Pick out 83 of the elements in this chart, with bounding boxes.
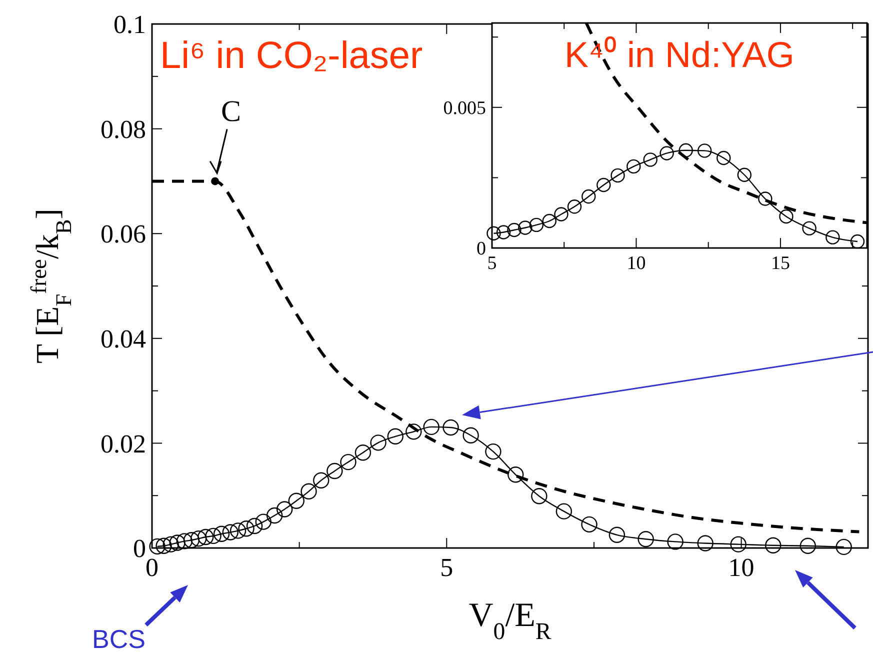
point <box>183 532 200 548</box>
point <box>213 526 230 542</box>
point <box>266 507 283 524</box>
x-tick-label: 5 <box>440 553 454 582</box>
point <box>313 472 330 489</box>
point <box>730 536 746 552</box>
point <box>826 230 840 244</box>
point <box>610 168 625 183</box>
point <box>716 150 731 166</box>
point <box>406 424 422 440</box>
chart-title: Li⁶ in CO₂-laser <box>160 35 424 77</box>
point <box>638 530 654 548</box>
point <box>340 454 356 470</box>
point <box>554 207 568 222</box>
point <box>176 533 193 550</box>
point <box>198 528 214 546</box>
point <box>246 518 263 534</box>
point <box>836 538 852 556</box>
x-tick-label: 10 <box>626 253 646 274</box>
point <box>608 526 626 543</box>
point <box>149 538 166 555</box>
point <box>423 418 440 436</box>
point <box>596 178 611 192</box>
x-tick-label: 10 <box>728 553 754 582</box>
x-tick-label: 5 <box>487 253 497 274</box>
point <box>169 534 186 551</box>
point <box>800 538 816 554</box>
point <box>758 192 772 206</box>
point <box>326 462 343 480</box>
point <box>486 226 501 240</box>
point <box>667 534 684 550</box>
point <box>255 514 272 530</box>
point <box>529 218 544 232</box>
point <box>643 152 658 167</box>
point <box>300 483 317 500</box>
point <box>660 146 674 160</box>
point <box>765 537 782 554</box>
point <box>288 492 304 509</box>
point <box>387 428 404 444</box>
point <box>370 434 386 451</box>
point <box>354 444 372 461</box>
point <box>542 214 557 228</box>
point <box>230 522 246 539</box>
point <box>737 168 752 182</box>
point <box>238 520 254 537</box>
x-tick-label: 15 <box>770 253 790 274</box>
annotation: C <box>221 95 242 128</box>
x-axis-title: V$_{0}$/E$_{R}$ <box>468 597 552 645</box>
point <box>531 488 548 504</box>
point <box>626 159 641 174</box>
point <box>507 222 522 238</box>
point <box>190 530 207 547</box>
text: BCS <box>92 624 146 653</box>
point <box>567 200 582 214</box>
point <box>162 536 179 552</box>
y-tick-label: 0.02 <box>100 429 146 458</box>
point <box>276 501 293 518</box>
chart-title: K⁴⁰ in Nd:YAG <box>564 34 794 75</box>
point <box>582 189 596 204</box>
y-tick-label: 0.04 <box>100 324 146 354</box>
point <box>156 538 172 554</box>
point <box>496 225 511 240</box>
point <box>485 443 502 460</box>
point <box>211 177 220 186</box>
point <box>678 143 693 158</box>
y-tick-label: 0 <box>133 534 146 564</box>
point <box>508 466 524 483</box>
point <box>518 220 532 235</box>
point <box>442 419 459 436</box>
point <box>802 221 816 236</box>
point <box>222 524 238 540</box>
point <box>556 503 572 520</box>
point <box>581 516 598 533</box>
y-tick-label: 0.08 <box>100 114 146 144</box>
y-tick-label: 0.1 <box>114 10 146 40</box>
point <box>462 427 479 444</box>
y-tick-label: 0.06 <box>100 220 146 249</box>
point <box>850 234 865 249</box>
point <box>697 535 714 552</box>
point <box>779 209 794 224</box>
point <box>205 528 222 544</box>
point <box>697 144 712 158</box>
y-tick-label: 0.005 <box>443 98 486 120</box>
